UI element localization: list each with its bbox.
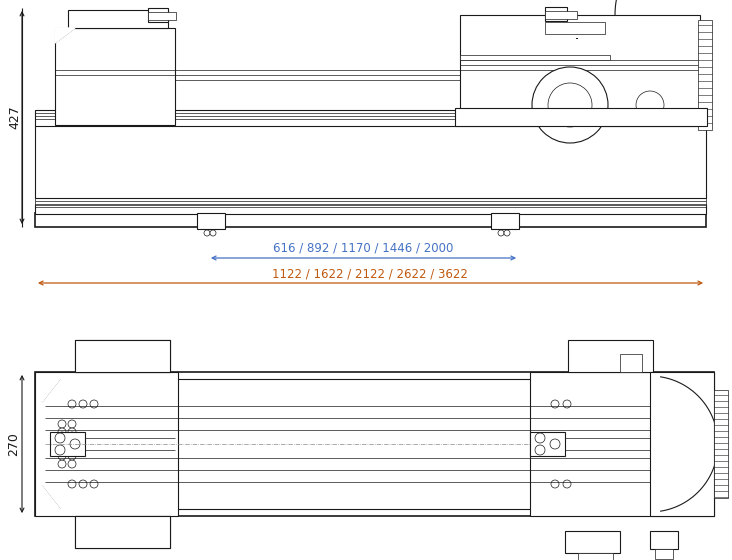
Circle shape bbox=[68, 460, 76, 468]
Circle shape bbox=[68, 428, 76, 436]
Circle shape bbox=[79, 400, 87, 408]
Bar bbox=[545, 11, 577, 19]
Circle shape bbox=[532, 67, 608, 143]
Circle shape bbox=[68, 420, 76, 428]
Circle shape bbox=[68, 440, 76, 448]
Bar bbox=[68, 10, 168, 28]
Bar bbox=[75, 340, 170, 372]
Bar bbox=[568, 340, 653, 372]
Text: 270: 270 bbox=[7, 432, 20, 456]
Bar bbox=[50, 432, 85, 456]
Circle shape bbox=[563, 400, 571, 408]
Circle shape bbox=[58, 420, 66, 428]
Bar bbox=[565, 531, 620, 553]
Circle shape bbox=[90, 480, 98, 488]
Circle shape bbox=[58, 460, 66, 468]
Bar bbox=[650, 531, 678, 549]
Bar bbox=[545, 7, 567, 21]
Bar bbox=[42, 379, 707, 509]
Circle shape bbox=[68, 452, 76, 460]
Bar bbox=[530, 432, 565, 456]
Circle shape bbox=[70, 439, 80, 449]
Circle shape bbox=[58, 440, 66, 448]
Bar bbox=[620, 354, 642, 372]
Circle shape bbox=[58, 428, 66, 436]
Circle shape bbox=[68, 480, 76, 488]
Bar bbox=[75, 516, 170, 548]
Bar bbox=[35, 110, 706, 126]
Circle shape bbox=[535, 445, 545, 455]
Bar bbox=[655, 549, 673, 559]
Polygon shape bbox=[42, 486, 60, 509]
Circle shape bbox=[68, 432, 76, 440]
Bar bbox=[75, 516, 170, 548]
Bar bbox=[35, 372, 714, 516]
Circle shape bbox=[55, 433, 65, 443]
Circle shape bbox=[548, 83, 592, 127]
Circle shape bbox=[551, 480, 559, 488]
Bar bbox=[650, 372, 714, 516]
Bar bbox=[455, 108, 707, 126]
Bar bbox=[55, 28, 175, 125]
Bar bbox=[578, 553, 613, 560]
Polygon shape bbox=[55, 28, 75, 43]
Circle shape bbox=[535, 433, 545, 443]
Circle shape bbox=[58, 432, 66, 440]
Bar bbox=[148, 8, 168, 22]
Bar bbox=[460, 55, 610, 60]
Bar bbox=[460, 15, 700, 110]
Circle shape bbox=[636, 91, 664, 119]
Circle shape bbox=[55, 445, 65, 455]
Bar bbox=[35, 372, 178, 516]
Bar bbox=[714, 390, 728, 498]
Bar bbox=[491, 213, 519, 229]
Circle shape bbox=[79, 480, 87, 488]
Bar bbox=[197, 213, 225, 229]
Text: 616 / 892 / 1170 / 1446 / 2000: 616 / 892 / 1170 / 1446 / 2000 bbox=[273, 241, 453, 254]
Bar bbox=[75, 340, 170, 372]
Circle shape bbox=[204, 230, 210, 236]
Bar bbox=[35, 197, 706, 205]
Bar bbox=[530, 372, 714, 516]
Circle shape bbox=[210, 230, 216, 236]
Circle shape bbox=[58, 452, 66, 460]
Bar bbox=[148, 12, 176, 20]
Bar bbox=[35, 213, 706, 227]
Polygon shape bbox=[42, 379, 60, 402]
Circle shape bbox=[563, 480, 571, 488]
Circle shape bbox=[550, 439, 560, 449]
Bar bbox=[545, 22, 605, 34]
Bar bbox=[35, 204, 706, 214]
Bar bbox=[35, 125, 706, 198]
Text: 1122 / 1622 / 2122 / 2622 / 3622: 1122 / 1622 / 2122 / 2622 / 3622 bbox=[272, 268, 468, 281]
Circle shape bbox=[90, 400, 98, 408]
Text: 427: 427 bbox=[9, 105, 21, 129]
Circle shape bbox=[68, 400, 76, 408]
Bar bbox=[698, 20, 712, 130]
Circle shape bbox=[498, 230, 504, 236]
Circle shape bbox=[551, 400, 559, 408]
Circle shape bbox=[504, 230, 510, 236]
